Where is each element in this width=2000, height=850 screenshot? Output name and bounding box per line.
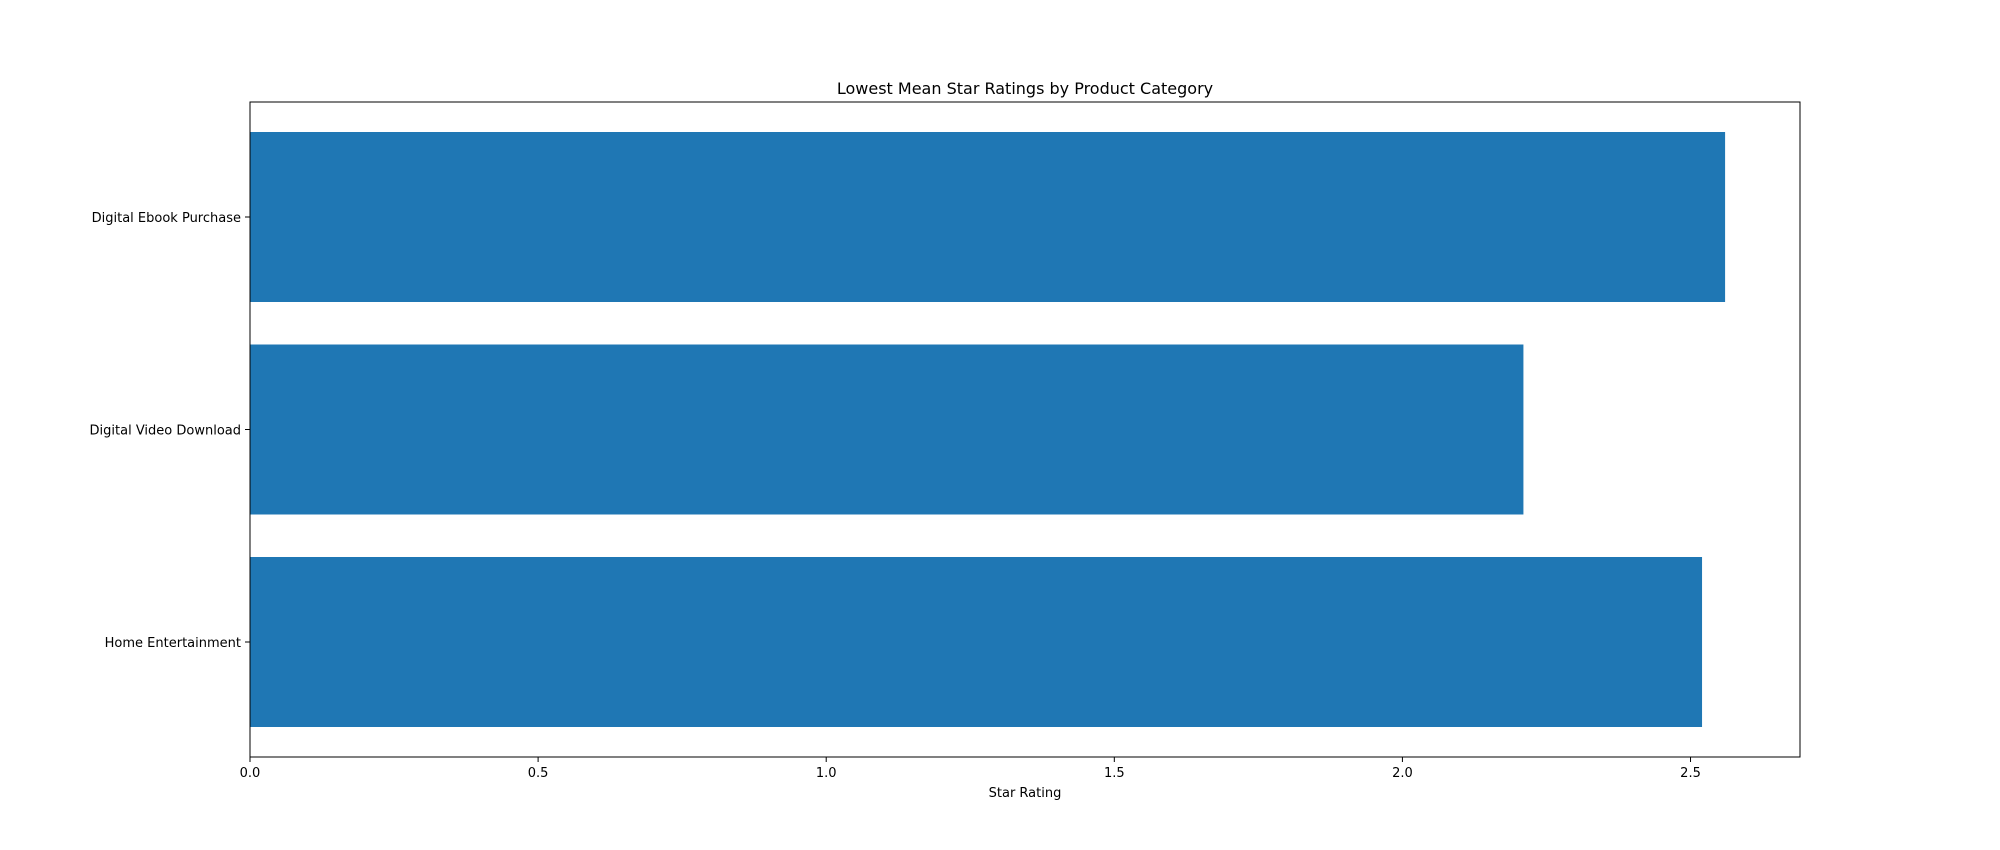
x-tick-label: 2.0 — [1392, 766, 1413, 781]
y-tick-label: Digital Ebook Purchase — [92, 211, 241, 226]
x-tick-label: 1.0 — [816, 766, 837, 781]
bar-digital-video-download — [250, 344, 1524, 515]
y-tick-label: Home Entertainment — [105, 636, 241, 651]
x-tick-label: 0.5 — [528, 766, 549, 781]
x-tick-label: 1.5 — [1104, 766, 1125, 781]
y-tick-label: Digital Video Download — [90, 424, 241, 439]
y-axis: Digital Ebook Purchase Digital Video Down… — [90, 211, 250, 651]
chart-title: Lowest Mean Star Ratings by Product Cate… — [837, 79, 1213, 98]
x-tick-label: 2.5 — [1680, 766, 1701, 781]
x-tick-label: 0.0 — [240, 766, 261, 781]
bar-digital-ebook-purchase — [250, 132, 1726, 302]
x-axis-label: Star Rating — [989, 786, 1062, 801]
bars-group — [250, 132, 1726, 727]
bar-home-entertainment — [250, 557, 1703, 727]
x-axis: 0.0 0.5 1.0 1.5 2.0 2.5 — [240, 757, 1701, 781]
